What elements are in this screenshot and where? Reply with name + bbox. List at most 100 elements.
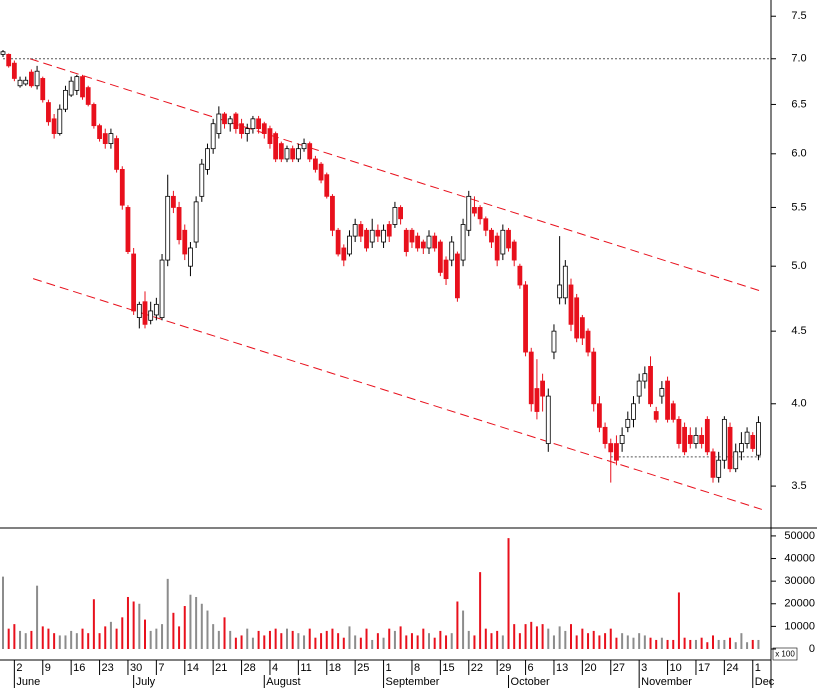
candle-body [51,118,57,134]
candle-body [284,148,290,160]
x-tick-label: 8 [414,662,420,674]
candle-body [273,133,279,160]
candle-body [335,229,341,255]
volume-tick-label: 30000 [784,575,815,587]
y-tick-label: 6.0 [791,148,806,160]
candle-body [312,158,318,170]
x-tick-label: 30 [130,662,142,674]
candle-body [91,104,97,127]
candle-body [97,125,102,139]
x-tick-label: 17 [698,662,710,674]
x-tick-label: 3 [641,662,647,674]
candle-body [716,459,722,478]
volume-unit: x 100 [775,650,795,659]
candle-body [318,163,324,181]
x-tick-label: 1 [755,662,761,674]
candle-body [710,451,716,478]
candle-body [182,229,188,255]
candle-body [6,53,12,67]
trend-line [32,278,762,510]
x-tick-label: 23 [102,662,114,674]
candle-body [210,123,216,150]
candle-body [494,235,500,261]
candle-body [23,79,29,85]
candle-body [449,241,455,261]
x-tick-label: 18 [329,662,341,674]
candle-body [239,123,244,134]
candle-body [85,87,91,105]
candle-body [205,148,210,170]
month-label: June [16,676,40,688]
candle-body [398,207,404,220]
candle-body [642,373,648,382]
candle-body [227,118,233,125]
candle-body [750,434,756,449]
candle-body [489,229,494,243]
candle-body [193,201,199,243]
candle-body [534,388,540,412]
candle-body [511,241,517,261]
candle-body [670,403,676,420]
candle-body [557,284,563,299]
month-label: Dec [755,676,775,688]
candle-body [392,207,398,225]
x-tick-label: 1 [386,662,392,674]
candle-body [108,133,114,145]
y-tick-label: 4.0 [791,398,806,410]
candle-body [159,259,165,319]
candle-body [721,418,727,461]
candle-body [34,70,40,87]
candle-body [460,224,466,261]
y-tick-label: 6.5 [791,98,806,110]
y-tick-label: 5.5 [791,201,806,213]
x-tick-label: 21 [215,662,227,674]
candle-body [568,284,574,325]
candle-body [290,148,296,160]
candle-body [619,434,625,444]
candle-body [176,207,182,241]
x-tick-label: 13 [556,662,568,674]
candle-body [165,195,171,261]
candle-body [693,434,699,444]
candle-body [256,118,262,130]
candle-body [602,426,608,444]
x-tick-label: 25 [357,662,369,674]
candle-body [381,229,386,243]
candle-body [682,426,687,453]
candle-body [432,235,438,249]
candle-body [597,403,602,428]
unit-box [772,647,798,661]
candle-body [136,303,142,319]
candle-body [466,195,472,231]
candle-body [131,253,137,312]
candle-body [676,418,682,444]
y-tick-label: 5.0 [791,260,806,272]
candle-body [40,78,46,101]
candle-body [352,224,358,237]
candle-body [500,229,506,255]
candle-body [199,163,205,197]
candle-body [454,253,460,299]
candle-body [278,143,284,160]
candle-body [74,76,80,91]
candle-body [63,89,68,110]
candle-body [625,418,631,428]
candle-body [528,351,534,405]
candle-body [17,79,23,87]
volume-tick-label: 40000 [784,552,815,564]
candle-body [347,235,352,255]
candle-body [0,51,6,55]
candle-body [506,229,511,249]
x-tick-label: 28 [244,662,256,674]
x-tick-label: 7 [158,662,164,674]
candle-body [477,207,483,220]
candle-body [704,418,710,453]
candle-body [585,330,591,353]
candle-body [330,195,335,231]
x-tick-label: 2 [16,662,22,674]
candle-body [261,123,267,134]
candle-body [28,71,34,87]
candle-body [216,113,222,134]
